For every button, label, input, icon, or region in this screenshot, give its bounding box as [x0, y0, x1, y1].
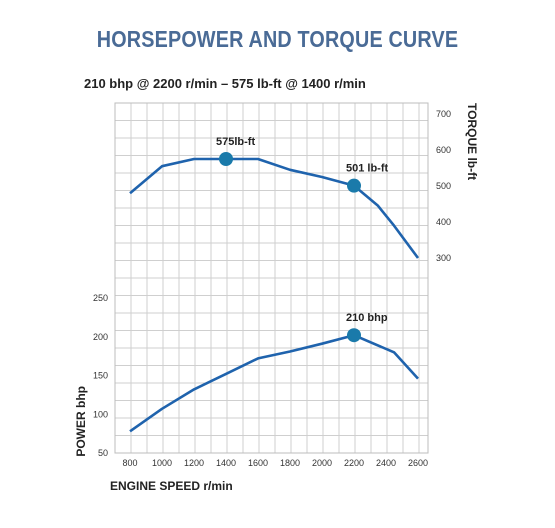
- x-tick-label: 1400: [216, 458, 236, 468]
- torque-tick-label: 400: [436, 217, 451, 227]
- x-axis-label: ENGINE SPEED r/min: [110, 479, 233, 493]
- x-tick-label: 2400: [376, 458, 396, 468]
- torque-axis-label: TORQUE lb-ft: [465, 103, 479, 180]
- torque-marker-point: [347, 178, 361, 193]
- x-tick-label: 1000: [152, 458, 172, 468]
- markers: 575lb-ft 501 lb-ft 210 bhp: [216, 136, 389, 343]
- chart-title: HORSEPOWER AND TORQUE CURVE: [96, 26, 459, 52]
- torque-tick-label: 500: [436, 181, 451, 191]
- torque-line: [129, 157, 420, 259]
- plot-frame: [114, 102, 429, 454]
- power-tick-label: 200: [93, 332, 108, 342]
- x-tick-label: 2000: [312, 458, 332, 468]
- x-tick-label: 1200: [184, 458, 204, 468]
- power-axis-label: POWER bhp: [74, 386, 88, 457]
- power-line: [129, 333, 419, 433]
- series: [129, 157, 420, 433]
- grid: [114, 102, 429, 454]
- torque-marker-point: [219, 152, 233, 166]
- x-tick-label: 800: [122, 458, 137, 468]
- torque-tick-label: 300: [436, 253, 451, 263]
- torque-marker-label: 575lb-ft: [216, 136, 255, 148]
- torque-tick-label: 700: [436, 109, 451, 119]
- power-tick-label: 100: [93, 409, 108, 419]
- x-tick-label: 1800: [280, 458, 300, 468]
- x-tick-label: 1600: [248, 458, 268, 468]
- x-tick-label: 2200: [344, 458, 364, 468]
- torque-tick-label: 600: [436, 145, 451, 155]
- power-tick-label: 150: [93, 371, 108, 381]
- x-tick-label: 2600: [408, 458, 428, 468]
- chart-subtitle: 210 bhp @ 2200 r/min – 575 lb-ft @ 1400 …: [84, 76, 366, 91]
- power-tick-label: 50: [98, 448, 108, 458]
- power-marker-label: 210 bhp: [346, 312, 388, 324]
- tick-labels: 800 1000 1200 1400 1600 1800 2000 2200 2400 2600 3…: [93, 109, 451, 468]
- power-tick-label: 250: [93, 293, 108, 303]
- torque-marker-label: 501 lb-ft: [346, 163, 389, 175]
- power-marker-point: [347, 328, 361, 343]
